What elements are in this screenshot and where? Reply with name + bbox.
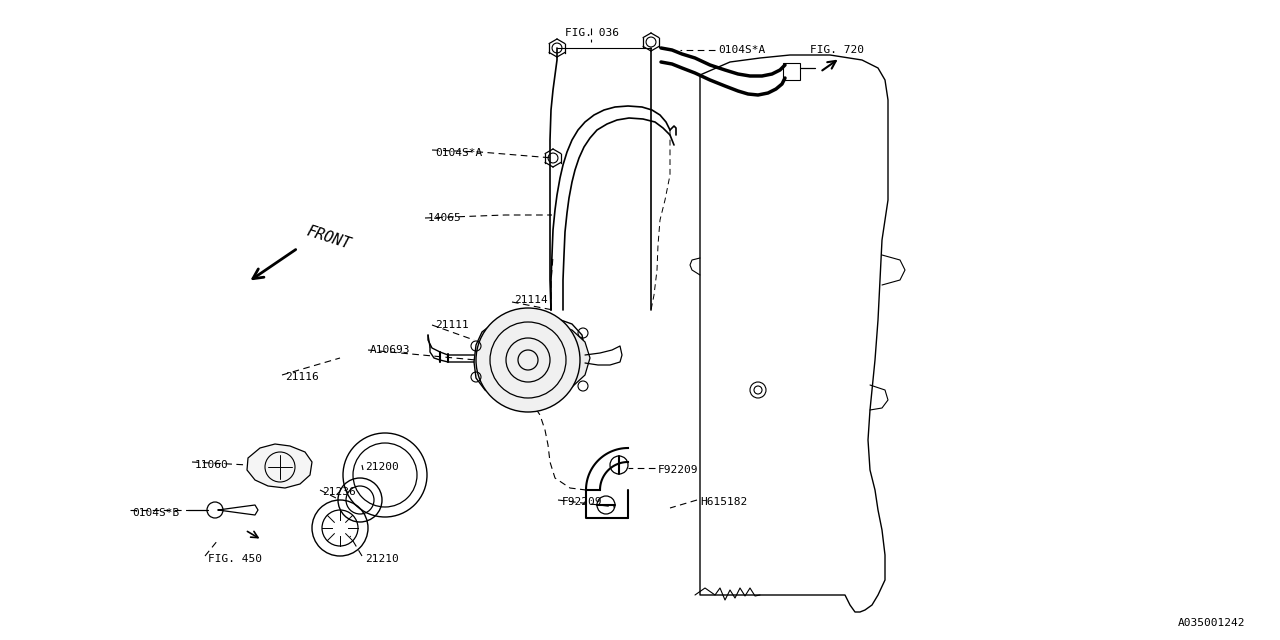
Circle shape [476, 308, 580, 412]
Polygon shape [474, 316, 585, 402]
Text: 0104S*B: 0104S*B [132, 508, 179, 518]
Text: 21114: 21114 [515, 295, 548, 305]
Text: 0104S*A: 0104S*A [435, 148, 483, 158]
Text: A10693: A10693 [370, 345, 411, 355]
Polygon shape [247, 444, 312, 488]
Text: H615182: H615182 [700, 497, 748, 507]
Text: 21116: 21116 [285, 372, 319, 382]
Text: FIG. 720: FIG. 720 [810, 45, 864, 55]
Text: A035001242: A035001242 [1178, 618, 1245, 628]
Text: 21210: 21210 [365, 554, 399, 564]
Text: 21111: 21111 [435, 320, 468, 330]
Text: F92209: F92209 [658, 465, 699, 475]
Text: 11060: 11060 [195, 460, 229, 470]
Text: F92209: F92209 [562, 497, 603, 507]
Text: FRONT: FRONT [305, 224, 352, 252]
Text: FIG. 036: FIG. 036 [564, 28, 620, 38]
Text: 21200: 21200 [365, 462, 399, 472]
Text: 14065: 14065 [428, 213, 462, 223]
Text: FIG. 450: FIG. 450 [207, 554, 262, 564]
Text: 21236: 21236 [323, 487, 356, 497]
Polygon shape [508, 325, 590, 393]
Text: 0104S*A: 0104S*A [718, 45, 765, 55]
